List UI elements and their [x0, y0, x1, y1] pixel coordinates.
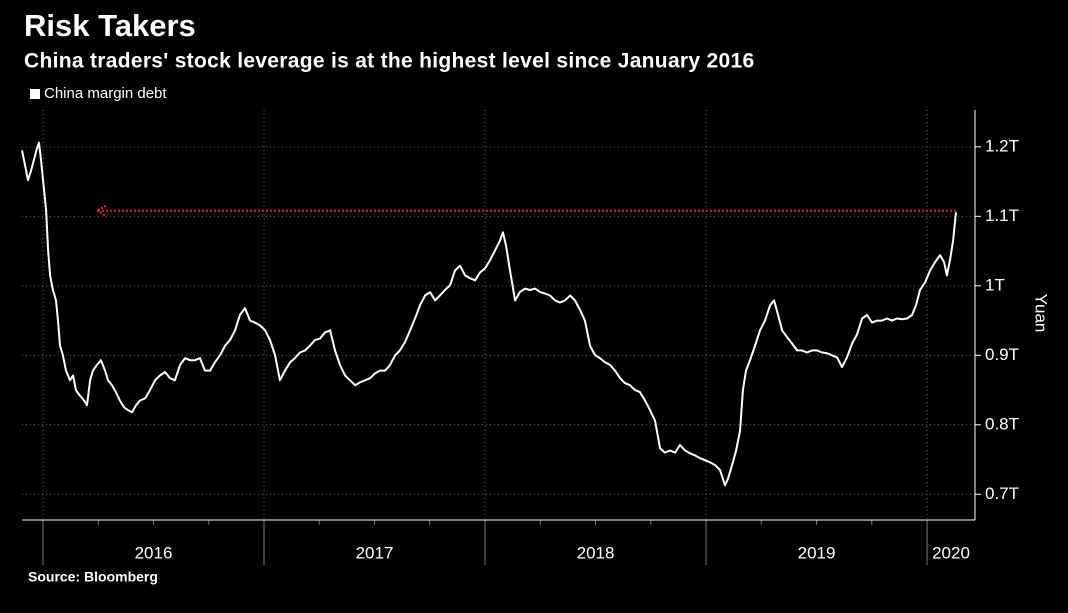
- y-tick-label: 0.9T: [985, 345, 1019, 364]
- chart-subtitle: China traders' stock leverage is at the …: [24, 50, 754, 73]
- legend-label: China margin debt: [44, 85, 167, 102]
- y-tick-label: 0.7T: [985, 484, 1019, 503]
- y-axis-label: Yuan: [1032, 294, 1051, 333]
- y-tick-label: 0.8T: [985, 414, 1019, 433]
- x-tick-label: 2019: [798, 543, 836, 562]
- chart-title: Risk Takers: [24, 8, 196, 43]
- x-tick-label: 2020: [932, 543, 970, 562]
- legend-swatch: [30, 89, 40, 99]
- source: Source: Bloomberg: [28, 569, 158, 585]
- annotation-arrow-head: [94, 204, 107, 217]
- y-tick-label: 1T: [985, 275, 1005, 294]
- x-tick-label: 2017: [356, 543, 394, 562]
- data-line: [21, 141, 957, 487]
- y-tick-label: 1.1T: [985, 206, 1019, 225]
- y-tick-label: 1.2T: [985, 136, 1019, 155]
- x-tick-label: 2016: [135, 543, 173, 562]
- x-tick-label: 2018: [577, 543, 615, 562]
